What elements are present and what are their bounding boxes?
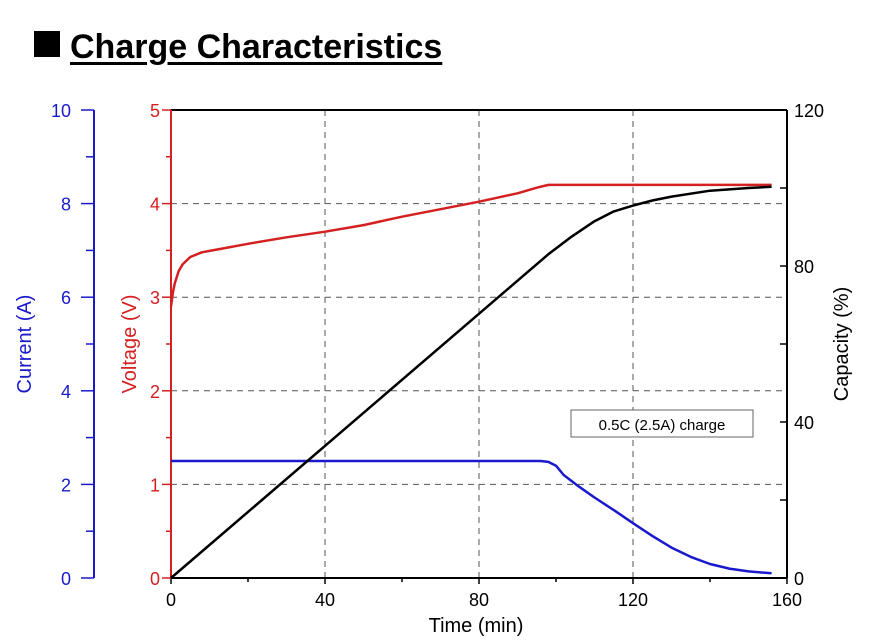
x-tick-label-120: 120	[618, 590, 648, 610]
annotation-label: 0.5C (2.5A) charge	[599, 417, 726, 434]
voltage-tick-label-0: 0	[150, 569, 160, 589]
capacity-tick-label-0: 0	[794, 569, 804, 589]
current-tick-label-6: 6	[61, 288, 71, 308]
square-bullet-icon	[34, 31, 60, 57]
capacity-tick-label-80: 80	[794, 257, 814, 277]
capacity-tick-label-40: 40	[794, 413, 814, 433]
x-tick-label-40: 40	[315, 590, 335, 610]
current-tick-label-8: 8	[61, 195, 71, 215]
current-axis-label: Current (A)	[14, 295, 36, 394]
capacity-series-line	[170, 185, 772, 579]
x-tick-label-160: 160	[772, 590, 802, 610]
current-tick-label-10: 10	[51, 101, 71, 121]
x-tick-label-80: 80	[469, 590, 489, 610]
annotation-box	[570, 409, 754, 438]
voltage-tick-label-5: 5	[150, 101, 160, 121]
capacity-axis-label: Capacity (%)	[831, 287, 853, 401]
chart-title: Charge Characteristics	[34, 28, 442, 67]
current-tick-label-0: 0	[61, 569, 71, 589]
current-tick-label-4: 4	[61, 382, 71, 402]
voltage-axis-label: Voltage (V)	[119, 295, 141, 394]
voltage-tick-label-4: 4	[150, 195, 160, 215]
chart-title-text: Charge Characteristics	[70, 28, 443, 66]
capacity-tick-label-120: 120	[794, 101, 824, 121]
current-tick-label-2: 2	[61, 475, 71, 495]
current-series-line	[171, 459, 772, 575]
voltage-tick-label-3: 3	[150, 288, 160, 308]
voltage-series-line	[169, 183, 772, 307]
x-axis-label: Time (min)	[429, 615, 524, 637]
voltage-tick-label-2: 2	[150, 382, 160, 402]
voltage-tick-label-1: 1	[150, 475, 160, 495]
x-tick-label-0: 0	[166, 590, 176, 610]
